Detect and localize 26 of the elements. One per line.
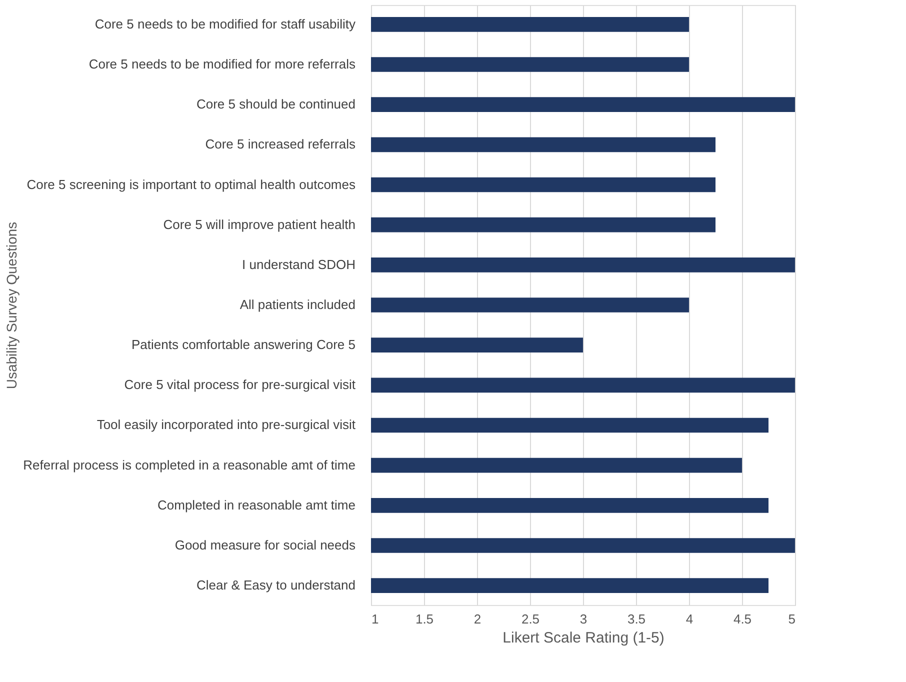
- x-tick-label: 2.5: [521, 612, 540, 626]
- x-tick-label: 5: [788, 612, 796, 626]
- y-tick-label: Core 5 should be continued: [196, 96, 356, 112]
- y-tick-label: I understand SDOH: [242, 256, 356, 272]
- y-tick-label: Core 5 increased referrals: [205, 136, 356, 152]
- y-tick-label: Core 5 needs to be modified for staff usability: [94, 16, 356, 32]
- y-tick-label: All patients included: [240, 297, 356, 312]
- y-tick-label: Tool easily incorporated into pre-surgical visit: [96, 417, 356, 432]
- x-tick-label: 3: [580, 612, 588, 626]
- y-tick-label: Completed in reasonable amt time: [158, 497, 356, 512]
- y-tick-label: Patients comfortable answering Core 5: [131, 337, 356, 352]
- x-tick-label: 4: [686, 612, 694, 626]
- y-axis-title: Usability Survey Questions: [4, 222, 20, 390]
- x-tick-label: 2: [474, 612, 482, 626]
- y-tick-label: Good measure for social needs: [174, 537, 356, 552]
- x-tick-label: 1: [372, 612, 379, 626]
- y-tick-label: Referral process is completed in a reasonable amt of time: [23, 457, 356, 472]
- y-tick-label: Core 5 vital process for pre-surgical visit: [124, 377, 356, 392]
- y-tick-label: Clear & Easy to understand: [196, 578, 356, 593]
- y-tick-label: Core 5 will improve patient health: [163, 216, 356, 232]
- x-axis-title: Likert Scale Rating (1-5): [502, 630, 664, 646]
- x-tick-label: 1.5: [415, 612, 434, 626]
- y-tick-label: Core 5 screening is important to optimal health outcomes: [26, 176, 356, 192]
- y-tick-label: Core 5 needs to be modified for more referrals: [88, 56, 356, 72]
- x-tick-label: 3.5: [627, 612, 646, 626]
- x-tick-label: 4.5: [733, 612, 752, 626]
